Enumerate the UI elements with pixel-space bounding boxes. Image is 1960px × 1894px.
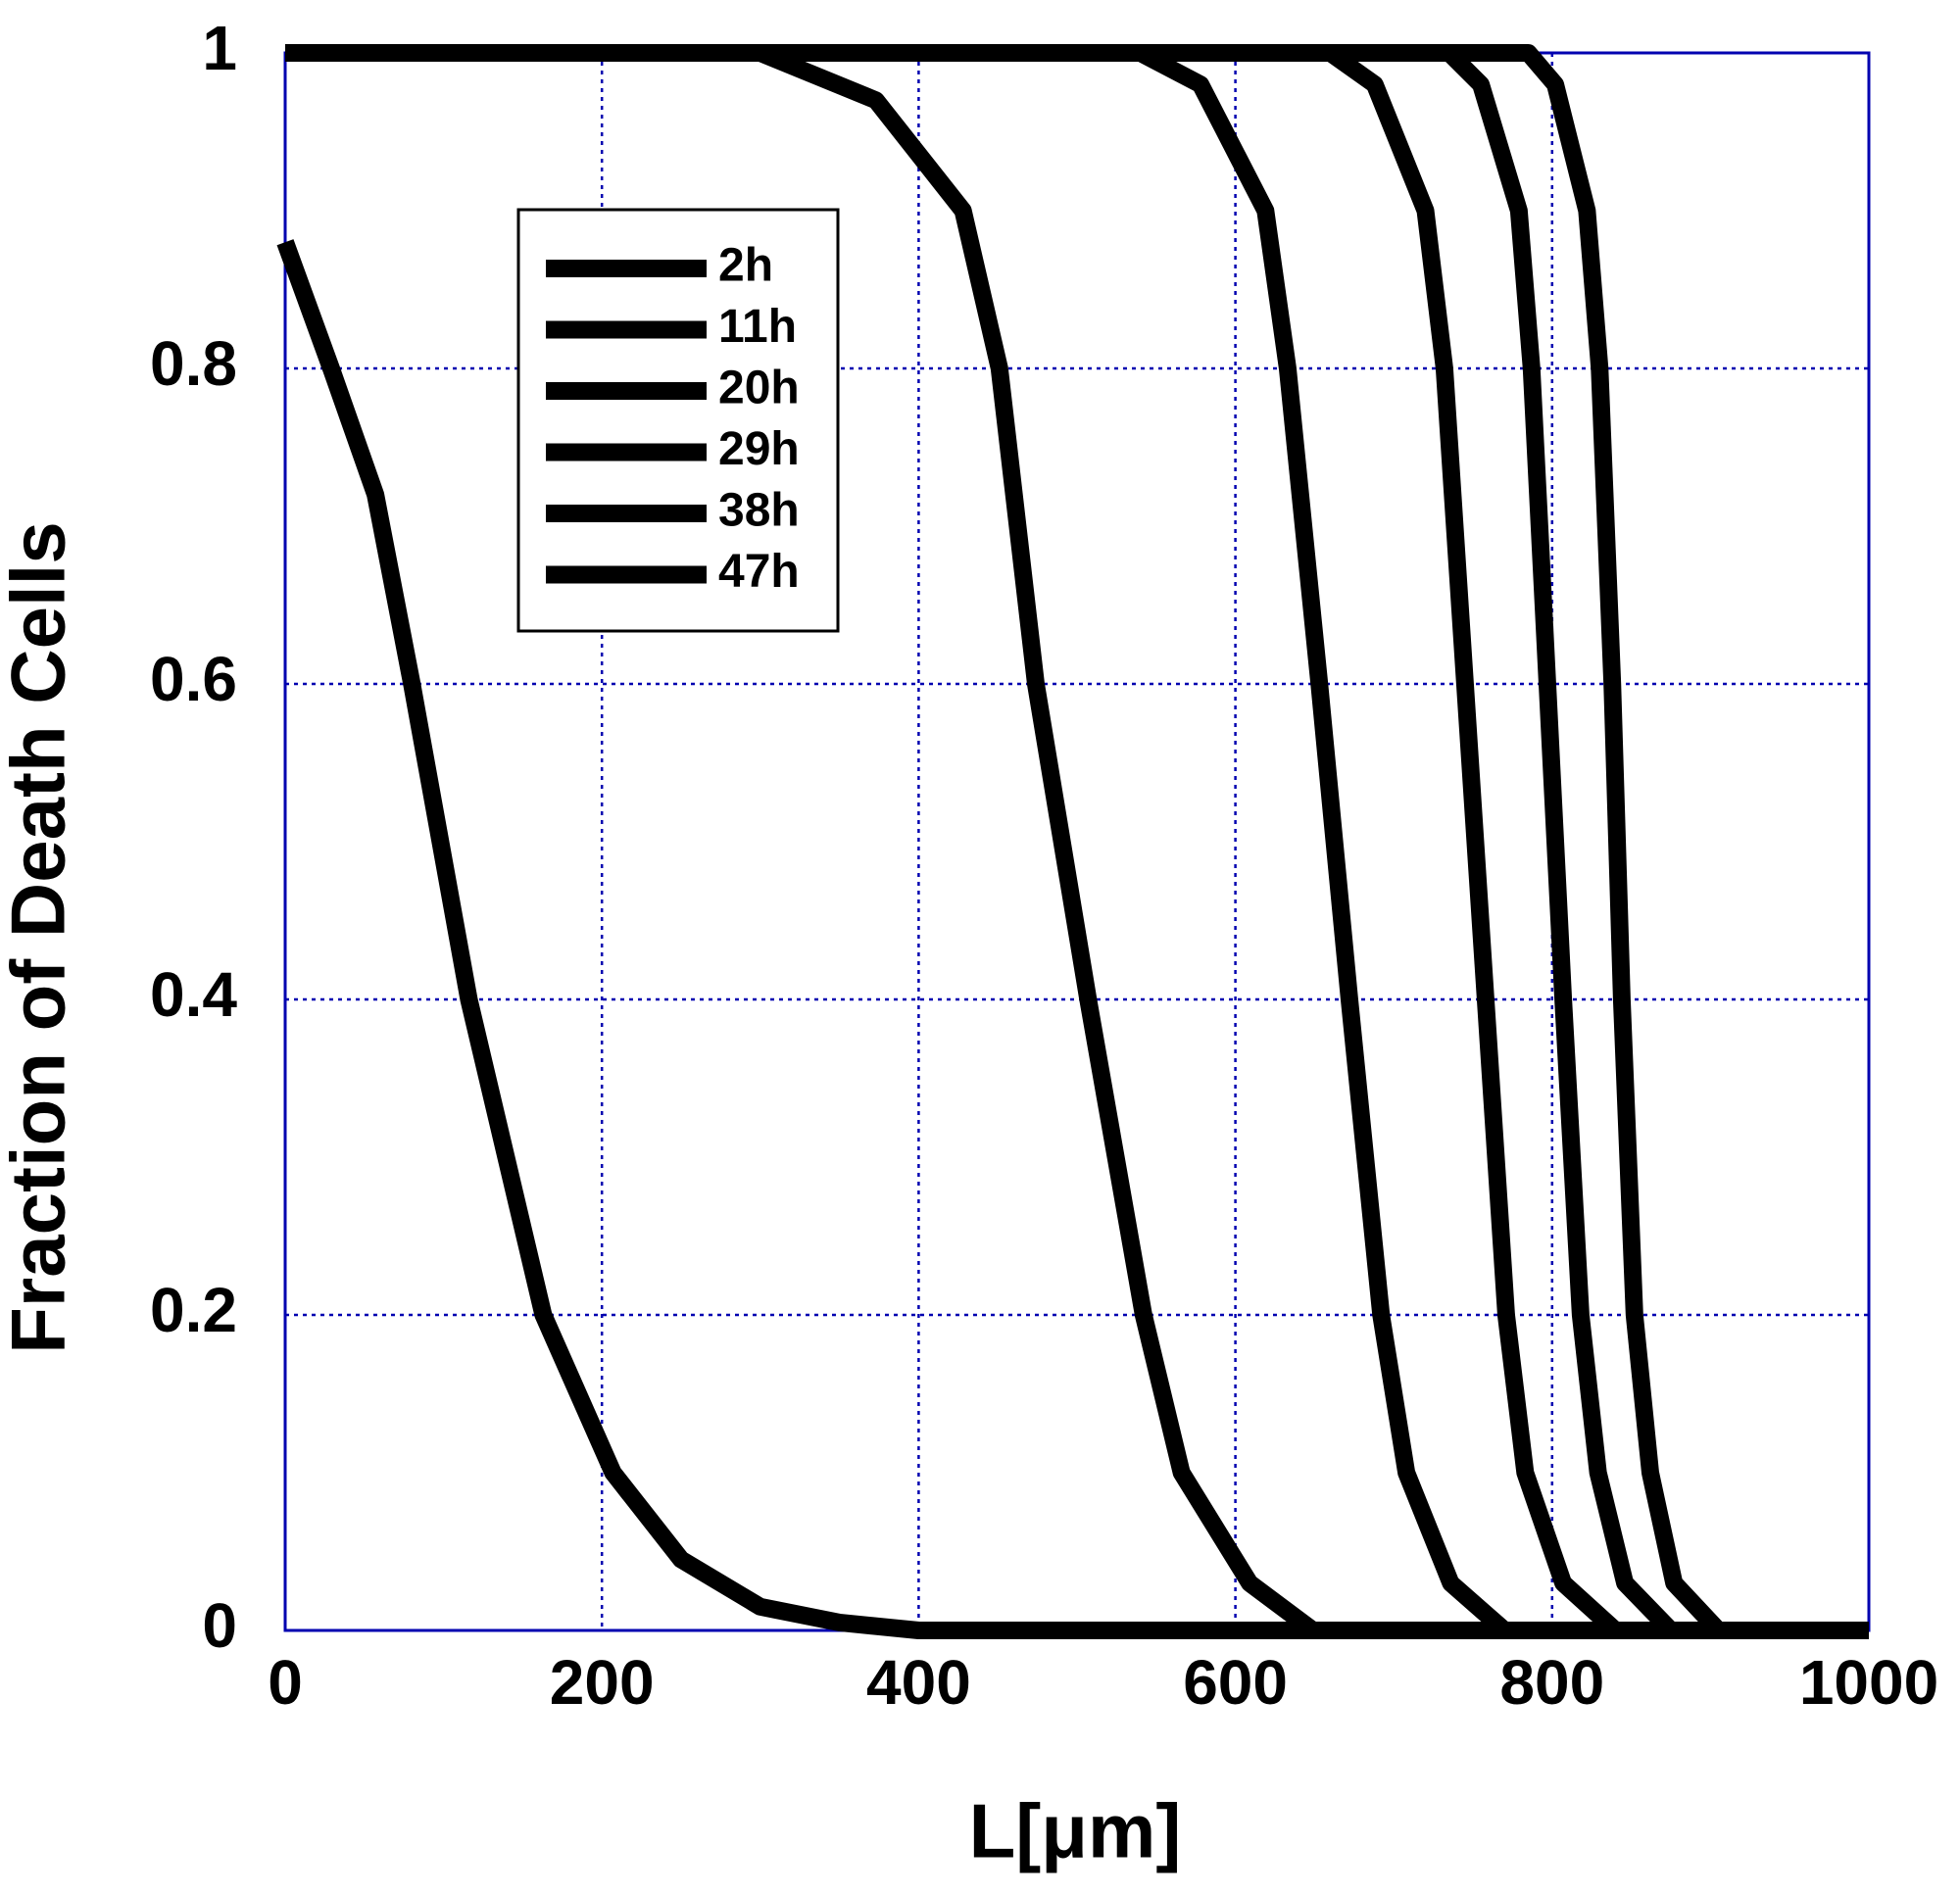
legend-label: 47h — [718, 546, 800, 598]
legend-label: 38h — [718, 485, 800, 537]
y-tick-label: 0.4 — [150, 959, 237, 1030]
x-tick-label: 600 — [1183, 1647, 1288, 1718]
legend-box — [516, 208, 840, 633]
line-series — [285, 44, 1869, 1639]
x-tick-label: 400 — [866, 1647, 971, 1718]
y-tick-label: 0.2 — [150, 1275, 237, 1345]
legend-label: 2h — [718, 240, 773, 292]
line-series — [276, 239, 1869, 1639]
y-axis-label: Fraction of Death Cells — [0, 521, 81, 1353]
y-tick-label: 1 — [202, 13, 237, 83]
legend-label: 11h — [718, 301, 797, 353]
line-series — [285, 44, 1869, 1639]
line-series — [285, 44, 1869, 1639]
y-tick-label: 0 — [202, 1590, 237, 1661]
x-tick-label: 800 — [1499, 1647, 1604, 1718]
x-axis-label: L[μm] — [969, 1788, 1182, 1874]
legend-label: 29h — [718, 423, 800, 475]
line-series — [285, 44, 1869, 1639]
line-series — [285, 44, 1869, 1639]
y-tick-label: 0.8 — [150, 328, 237, 399]
x-tick-label: 0 — [268, 1647, 303, 1718]
x-tick-label: 200 — [550, 1647, 655, 1718]
x-tick-label: 1000 — [1799, 1647, 1938, 1718]
y-tick-label: 0.6 — [150, 644, 237, 714]
legend-label: 20h — [718, 363, 800, 414]
